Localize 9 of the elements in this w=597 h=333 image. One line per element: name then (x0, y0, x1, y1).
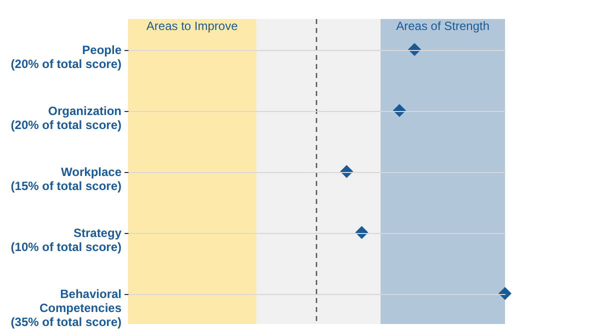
y-tick-label: Behavioral Competencies (35% of total score) (10, 287, 122, 329)
point (408, 42, 422, 56)
y-tick-label: Workplace (15% of total score) (10, 165, 122, 193)
band-label: Areas of Strength (396, 19, 490, 33)
point (498, 286, 512, 300)
y-tick-label: Strategy (10% of total score) (10, 226, 122, 254)
band-label: Areas to Improve (146, 19, 238, 33)
y-tick-label: People (20% of total score) (10, 43, 122, 71)
y-tick-label: Organization (20% of total score) (10, 104, 122, 132)
